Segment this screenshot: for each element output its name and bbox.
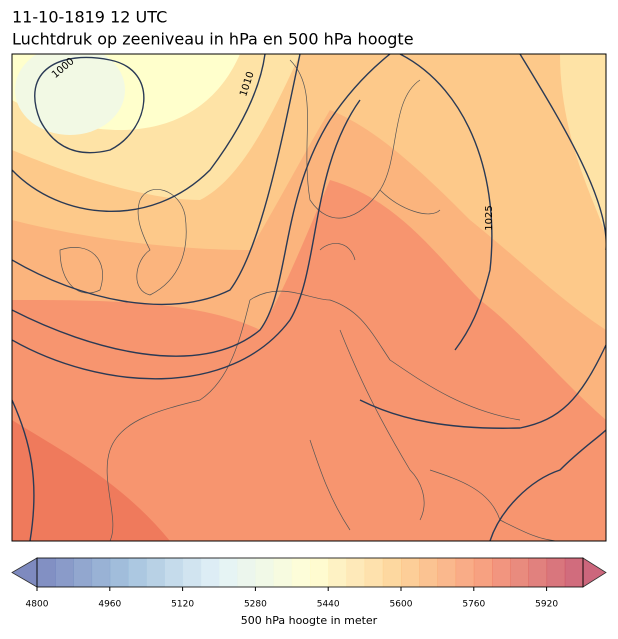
colorbar-bin bbox=[437, 558, 457, 587]
colorbar-bin bbox=[492, 558, 511, 587]
colorbar-bin bbox=[546, 558, 566, 587]
map-frame bbox=[11, 53, 607, 542]
colorbar-tick-label: 5280 bbox=[244, 600, 267, 610]
colorbar-bin bbox=[200, 558, 220, 587]
field-band bbox=[12, 420, 170, 541]
colorbar-bin bbox=[291, 558, 311, 587]
map: 1000 1010 1025 bbox=[12, 54, 606, 541]
title: 11-10-1819 12 UTC bbox=[12, 8, 167, 27]
colorbar-bin bbox=[91, 558, 111, 587]
colorbar-bin bbox=[219, 558, 238, 587]
colorbar-bin bbox=[346, 558, 366, 587]
colorbar-tick-label: 5600 bbox=[390, 600, 413, 610]
colorbar-bin bbox=[401, 558, 420, 587]
colorbar-extend-low bbox=[11, 557, 38, 588]
colorbar-label: 500 hPa hoogte in meter bbox=[241, 614, 378, 627]
colorbar-bin bbox=[164, 558, 184, 587]
colorbar-bin bbox=[310, 558, 329, 587]
colorbar-tick-label: 5440 bbox=[317, 600, 340, 610]
colorbar-bin bbox=[510, 558, 529, 587]
subtitle: Luchtdruk op zeeniveau in hPa en 500 hPa… bbox=[12, 30, 414, 49]
colorbar-tick-label: 4800 bbox=[26, 600, 49, 610]
colorbar-bin bbox=[37, 558, 56, 587]
colorbar-bin bbox=[255, 558, 275, 587]
colorbar-bin bbox=[564, 558, 584, 587]
colorbar-bin bbox=[364, 558, 384, 587]
colorbar-bin bbox=[128, 558, 147, 587]
colorbar-frame bbox=[36, 557, 584, 588]
colorbar-tick-label: 5120 bbox=[171, 600, 194, 610]
colorbar-bin bbox=[109, 558, 129, 587]
colorbar-extend-high bbox=[582, 557, 607, 588]
colorbar-bin bbox=[182, 558, 202, 587]
colorbar-bin bbox=[328, 558, 347, 587]
colorbar-bin bbox=[419, 558, 438, 587]
coastlines bbox=[59, 59, 561, 541]
colorbar-bin bbox=[528, 558, 548, 587]
colorbar: 4800 4960 5120 5280 5440 5600 5760 5920 bbox=[11, 557, 607, 610]
colorbar-bin bbox=[473, 558, 493, 587]
contour-label: 1025 bbox=[484, 205, 495, 230]
colorbar-tick-label: 4960 bbox=[98, 600, 121, 610]
colorbar-bin bbox=[273, 558, 293, 587]
colorbar-bin bbox=[237, 558, 256, 587]
colorbar-bin bbox=[146, 558, 165, 587]
colorbar-bin bbox=[382, 558, 402, 587]
colorbar-bin bbox=[73, 558, 93, 587]
isobars bbox=[12, 54, 606, 541]
colorbar-bin bbox=[55, 558, 74, 587]
colorbar-bin bbox=[455, 558, 475, 587]
colorbar-tick-label: 5760 bbox=[462, 600, 485, 610]
colorbar-tick-label: 5920 bbox=[535, 600, 558, 610]
